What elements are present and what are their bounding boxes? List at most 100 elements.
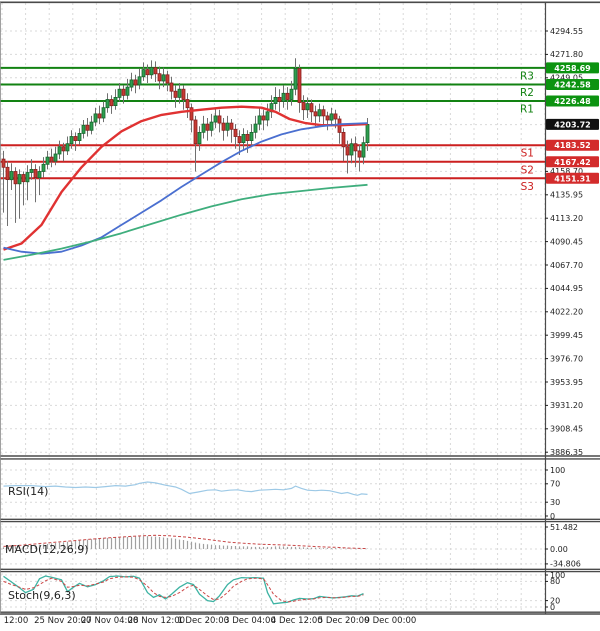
level-label-S1: S1	[521, 148, 534, 160]
candle	[65, 143, 70, 152]
ma-fast-line	[3, 105, 368, 251]
price-tick-label: 4294.55	[550, 27, 583, 36]
candle	[61, 146, 66, 152]
candle	[9, 171, 14, 181]
candle	[197, 131, 202, 145]
candle	[33, 168, 38, 178]
candle	[137, 76, 142, 86]
candle	[181, 88, 186, 100]
candle	[161, 74, 166, 82]
ma-slow-line	[3, 183, 368, 261]
candle	[225, 122, 230, 131]
candle	[313, 111, 318, 117]
candle	[301, 102, 306, 111]
time-axis-label: 28 Nov 12:00	[128, 616, 185, 626]
level-badge-R1-text: 4226.48	[554, 97, 591, 106]
price-tick-label: 4090.45	[550, 237, 583, 246]
candle	[165, 74, 170, 84]
candle	[201, 123, 206, 133]
price-tick-label: 3999.45	[550, 331, 583, 340]
candle	[325, 115, 330, 121]
level-badge-R2-text: 4242.58	[554, 81, 591, 90]
price-tick-label: 4113.20	[550, 214, 583, 223]
level-badge-S2-text: 4167.42	[554, 158, 590, 167]
candle	[73, 136, 78, 141]
level-badge-S1	[546, 139, 599, 151]
candle	[97, 113, 102, 119]
price-panel[interactable]	[0, 3, 545, 456]
level-label-S3: S3	[521, 181, 534, 193]
price-tick-label: 4158.70	[550, 167, 583, 176]
level-label-R1: R1	[520, 104, 534, 116]
stoch-tick-label: 20	[550, 596, 560, 605]
price-tick-label: 3908.45	[550, 425, 583, 434]
macd-panel[interactable]	[0, 522, 545, 569]
candle	[233, 128, 238, 137]
candle	[105, 99, 110, 109]
candle	[365, 124, 370, 144]
level-badge-S2	[546, 156, 599, 168]
candle	[17, 174, 22, 185]
rsi-tick-label: 100	[550, 466, 565, 475]
level-badge-R3-text: 4258.69	[554, 64, 591, 73]
candle	[185, 99, 190, 109]
candle	[349, 143, 354, 156]
candle	[37, 171, 42, 179]
price-tick-label: 4271.80	[550, 50, 583, 59]
stoch-tick-label: 0	[550, 603, 555, 612]
candle	[329, 113, 334, 121]
time-axis-label: 12:00	[4, 616, 29, 626]
candle	[117, 88, 122, 98]
candle	[133, 79, 138, 86]
candle	[237, 136, 242, 144]
time-axis-label: 3 Dec 04:00	[224, 616, 276, 626]
candle	[85, 124, 90, 131]
candle	[145, 69, 150, 76]
candle	[125, 86, 130, 96]
price-tick-label: 3953.95	[550, 378, 583, 387]
candle	[173, 90, 178, 98]
time-axis[interactable]	[0, 614, 600, 631]
candle	[289, 88, 294, 100]
candle	[169, 82, 174, 92]
candle	[245, 133, 250, 141]
time-axis-label: 9 Dec 00:00	[365, 616, 417, 626]
candle	[77, 132, 82, 141]
time-axis-label: 4 Dec 12:00	[271, 616, 323, 626]
candle	[281, 92, 286, 102]
candle	[309, 103, 314, 113]
last-price-badge	[546, 118, 599, 130]
time-axis-label: 25 Nov 20:00	[34, 616, 91, 626]
macd-signal-line	[3, 534, 368, 550]
candle	[277, 97, 282, 102]
candle	[341, 131, 346, 148]
ma-mid-line	[3, 122, 368, 255]
candle	[221, 122, 226, 131]
rsi-tick-label: 70	[550, 480, 560, 489]
level-badge-R1	[546, 95, 599, 107]
stoch-tick-label: 80	[550, 577, 560, 586]
candle	[273, 97, 278, 105]
rsi-label: RSI(14)	[8, 485, 48, 498]
candle	[69, 136, 74, 145]
candle	[177, 88, 182, 98]
level-label-R2: R2	[520, 87, 534, 99]
candle	[25, 172, 30, 183]
candle	[285, 92, 290, 100]
candle	[217, 115, 222, 124]
candle	[345, 146, 350, 156]
candle	[317, 109, 322, 117]
candle	[141, 69, 146, 78]
macd-tick-label: -34.806	[550, 560, 581, 569]
price-tick-label: 3931.20	[550, 401, 583, 410]
candle	[357, 150, 362, 158]
candle	[333, 113, 338, 120]
candle	[193, 119, 198, 145]
price-tick-label: 4249.05	[550, 74, 583, 83]
time-axis-label: 5 Dec 20:00	[318, 616, 370, 626]
candle	[353, 143, 358, 152]
level-badge-S3	[546, 172, 599, 184]
candle	[5, 166, 10, 181]
